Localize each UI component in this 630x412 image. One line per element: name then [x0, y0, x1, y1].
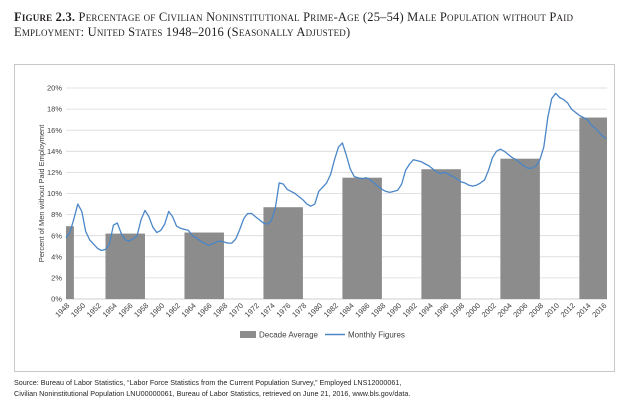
- x-tick-label: 1962: [164, 301, 182, 319]
- x-tick-label: 1974: [259, 301, 277, 319]
- x-tick-label: 1970: [227, 301, 245, 319]
- decade-average-bar: [579, 117, 607, 299]
- y-tick-label: 18%: [47, 105, 62, 114]
- x-tick-label: 1968: [211, 301, 229, 319]
- y-tick-label: 20%: [47, 84, 62, 93]
- x-tick-label: 2008: [527, 301, 545, 319]
- x-tick-label: 1966: [195, 301, 213, 319]
- decade-average-bar: [105, 233, 145, 299]
- x-tick-label: 1988: [369, 301, 387, 319]
- figure-title: Figure 2.3. Percentage of Civilian Nonin…: [14, 10, 614, 40]
- y-tick-label: 2%: [51, 274, 62, 283]
- x-tick-label: 1948: [53, 301, 71, 319]
- chart-legend: Decade Average Monthly Figures: [240, 331, 405, 340]
- x-tick-label: 1998: [448, 301, 466, 319]
- decade-average-bar: [342, 177, 382, 299]
- x-tick-label: 2006: [511, 301, 529, 319]
- y-tick-label: 12%: [47, 168, 62, 177]
- y-tick-label: 10%: [47, 189, 62, 198]
- figure-number: Figure 2.3.: [14, 10, 76, 24]
- y-axis-label: Percent of Men without Paid Employment: [37, 124, 46, 262]
- source-line-1: Source: Bureau of Labor Statistics, “Lab…: [14, 378, 402, 387]
- legend-label-decade-average: Decade Average: [259, 331, 319, 340]
- x-tick-label: 1950: [69, 301, 87, 319]
- x-tick-label: 1994: [417, 301, 435, 319]
- y-tick-label: 4%: [51, 252, 62, 261]
- x-tick-label: 1972: [243, 301, 261, 319]
- y-tick-label: 16%: [47, 126, 62, 135]
- y-tick-label: 14%: [47, 147, 62, 156]
- decade-average-bar: [421, 169, 461, 299]
- decade-average-bar: [500, 158, 540, 299]
- legend-label-monthly-figures: Monthly Figures: [348, 331, 405, 340]
- x-tick-label: 2012: [559, 301, 577, 319]
- x-tick-label: 1976: [274, 301, 292, 319]
- x-tick-label: 2000: [464, 301, 482, 319]
- decade-average-bars: [66, 117, 607, 299]
- x-tick-label: 1996: [432, 301, 450, 319]
- x-tick-label: 1964: [180, 301, 198, 319]
- decade-average-bar: [263, 207, 303, 299]
- x-tick-label: 1992: [401, 301, 419, 319]
- legend-swatch-decade-average: [240, 331, 256, 338]
- y-tick-label: 8%: [51, 210, 62, 219]
- source-line-2: Civilian Noninstitutional Population LNU…: [14, 389, 411, 398]
- chart-frame: [14, 64, 615, 372]
- x-tick-label: 1958: [132, 301, 150, 319]
- x-tick-label: 2002: [480, 301, 498, 319]
- x-tick-label: 1978: [290, 301, 308, 319]
- x-tick-label: 2016: [590, 301, 608, 319]
- x-tick-label: 1956: [116, 301, 134, 319]
- monthly-figures-line: [65, 92, 607, 252]
- x-tick-label: 1980: [306, 301, 324, 319]
- x-tick-label: 2004: [496, 301, 514, 319]
- y-axis: 0% 2% 4% 6% 8% 10% 12% 14% 16% 18% 20%: [47, 84, 62, 304]
- y-tick-label: 0%: [51, 295, 62, 304]
- x-tick-label: 1960: [148, 301, 166, 319]
- x-tick-label: 1990: [385, 301, 403, 319]
- source-note: Source: Bureau of Labor Statistics, “Lab…: [14, 377, 624, 399]
- x-tick-label: 1982: [322, 301, 340, 319]
- x-tick-label: 1986: [353, 301, 371, 319]
- y-tick-label: 6%: [51, 231, 62, 240]
- decade-average-bar: [66, 226, 74, 299]
- monthly-figures-line-group: [65, 92, 607, 252]
- x-tick-label: 2010: [543, 301, 561, 319]
- x-tick-label: 1954: [101, 301, 119, 319]
- x-tick-label: 1984: [338, 301, 356, 319]
- x-tick-label: 2014: [575, 301, 593, 319]
- x-axis: 1948195019521954195619581960196219641966…: [53, 301, 608, 319]
- figure-title-text: Percentage of Civilian Noninstitutional …: [14, 10, 574, 39]
- x-tick-label: 1952: [85, 301, 103, 319]
